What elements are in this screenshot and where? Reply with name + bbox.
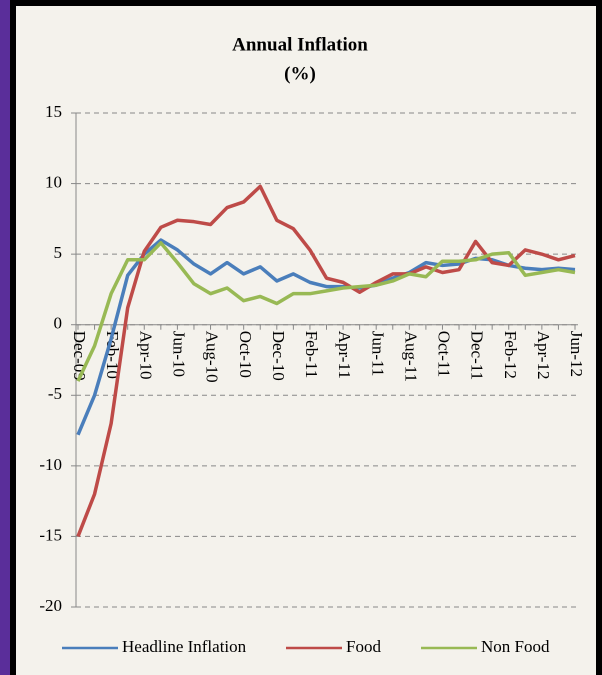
x-tick-label: Feb-10	[103, 331, 122, 379]
y-tick-label: 15	[45, 102, 62, 121]
side-strip	[0, 0, 10, 675]
x-tick-label: Oct-10	[236, 331, 255, 378]
x-tick-label: Dec-10	[269, 331, 288, 381]
y-tick-label: -10	[39, 455, 62, 474]
legend-label: Headline Inflation	[122, 637, 247, 656]
x-tick-label: Jun-10	[169, 331, 188, 377]
x-tick-label: Apr-11	[335, 331, 354, 379]
series-line	[76, 241, 576, 382]
legend-label: Non Food	[481, 637, 550, 656]
x-tick-label: Apr-10	[136, 331, 155, 380]
x-tick-label: Jun-12	[567, 331, 586, 377]
chart-subtitle: (%)	[284, 63, 316, 84]
x-tick-label: Jun-11	[368, 331, 387, 377]
y-tick-label: 0	[54, 314, 63, 333]
plot-background	[16, 6, 596, 675]
y-tick-label: -5	[48, 384, 62, 403]
x-tick-label: Dec-11	[468, 331, 487, 380]
chart-title: Annual Inflation	[232, 34, 368, 55]
x-tick-label: Feb-12	[501, 331, 520, 379]
x-tick-label: Aug-10	[203, 331, 222, 383]
x-tick-label: Apr-12	[534, 331, 553, 380]
y-tick-label: 10	[45, 172, 62, 191]
x-tick-label: Dec-09	[70, 331, 89, 381]
x-tick-label: Feb-11	[302, 331, 321, 379]
y-tick-label: 5	[54, 243, 63, 262]
series-line	[76, 184, 576, 538]
legend-label: Food	[346, 637, 381, 656]
x-tick-label: Aug-11	[401, 331, 420, 382]
x-tick-label: Oct-11	[435, 331, 454, 378]
y-tick-label: -20	[39, 596, 62, 615]
y-tick-label: -15	[39, 525, 62, 544]
